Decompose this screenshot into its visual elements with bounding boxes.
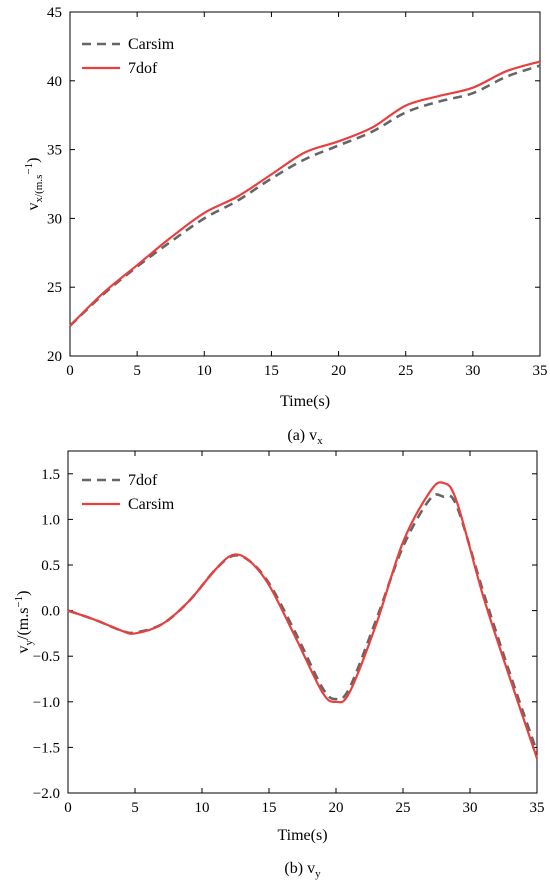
x-tick-label: 10: [195, 800, 210, 816]
y-axis-title-sub: x/(m.s: [33, 175, 45, 203]
y-axis-title-close: ): [25, 158, 42, 163]
y-tick-label: 25: [47, 280, 62, 296]
x-tick-label: 25: [398, 363, 413, 379]
caption-sub: y: [315, 868, 321, 880]
y-tick-label: 45: [47, 5, 62, 21]
x-tick-label: 35: [530, 800, 545, 816]
y-axis-title-base: v: [25, 202, 42, 210]
x-axis-title: Time(s): [277, 827, 327, 844]
y-axis-title-base: v: [15, 646, 32, 654]
x-tick-label: 10: [197, 363, 212, 379]
x-tick-label: 5: [133, 363, 141, 379]
chart-panel-b: 0 5 10 15 20 25 30 35 −2.0 −1.5 −1.0 −0.5 0.0 0.5 1.0 1…: [13, 450, 545, 880]
plot-frame: [67, 450, 538, 794]
series-line-7dof: [67, 493, 539, 753]
y-tick-label: 40: [47, 74, 62, 90]
y-tick-label: 1.0: [41, 512, 60, 528]
y-tick-label: 20: [47, 349, 62, 365]
x-tick-label: 15: [264, 363, 279, 379]
x-tick-label: 5: [131, 800, 139, 816]
y-axis-title-sup: −1: [13, 596, 25, 608]
legend-label-7dof: 7dof: [128, 472, 158, 489]
caption-prefix: (b) v: [284, 860, 315, 877]
y-axis-title: vy/(m.s−1): [13, 591, 35, 654]
x-axis-title: Time(s): [280, 393, 330, 410]
y-tick-label: 0.0: [41, 604, 60, 620]
series-line-7dof: [69, 60, 541, 327]
y-tick-label: 30: [47, 211, 62, 227]
x-tick-label: 20: [329, 800, 344, 816]
y-axis-title-mid: /(m.s: [15, 608, 32, 640]
series-line-carsim: [67, 481, 539, 759]
y-tick-label: 0.5: [41, 558, 60, 574]
x-tick-label: 15: [262, 800, 277, 816]
y-tick-label: −1.5: [33, 740, 60, 756]
x-tick-label: 20: [331, 363, 346, 379]
plot-frame: [69, 11, 541, 357]
y-tick-label: 1.5: [41, 467, 60, 483]
y-tick-label: −0.5: [33, 649, 60, 665]
legend-label-carsim: Carsim: [128, 36, 175, 53]
x-tick-label: 35: [533, 363, 548, 379]
figure-caption: (a) vx: [287, 427, 323, 447]
series-line-carsim: [69, 64, 541, 327]
y-tick-label: −2.0: [33, 786, 60, 802]
y-axis-title-sub: y: [23, 640, 35, 646]
legend-label-carsim: Carsim: [128, 496, 175, 513]
x-tick-label: 0: [64, 800, 72, 816]
y-axis-title: vx/(m.s−1): [23, 158, 45, 211]
x-tick-label: 30: [463, 800, 478, 816]
y-axis-title-sup: −1: [23, 163, 35, 175]
caption-prefix: (a) v: [287, 427, 317, 444]
y-tick-label: 35: [47, 143, 62, 159]
y-tick-label: −1.0: [33, 695, 60, 711]
x-tick-label: 0: [66, 363, 74, 379]
figure-caption: (b) vy: [284, 860, 321, 880]
legend-label-7dof: 7dof: [128, 60, 158, 77]
caption-sub: x: [317, 435, 323, 447]
y-axis-title-close: ): [15, 591, 32, 596]
chart-panel-a: 0 5 10 15 20 25 30 35 20 25 30 35 40 45 Carsim 7dof Time…: [23, 5, 548, 447]
x-tick-label: 25: [396, 800, 411, 816]
x-tick-label: 30: [465, 363, 480, 379]
